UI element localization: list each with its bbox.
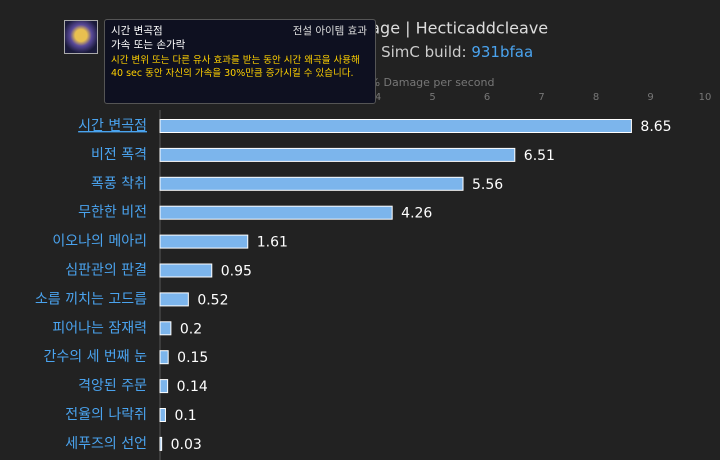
build-link[interactable]: 931bfaa xyxy=(471,43,533,61)
bar xyxy=(159,263,213,278)
bar xyxy=(159,408,166,422)
value-label: 0.2 xyxy=(180,321,202,337)
value-label: 0.03 xyxy=(171,437,202,453)
y-tick-label: 간수의 세 번째 눈 xyxy=(43,349,147,365)
y-tick-label: 무한한 비전 xyxy=(78,205,147,221)
value-label: 6.51 xyxy=(524,148,555,164)
bar xyxy=(159,379,169,394)
x-tick-label: 5 xyxy=(429,92,435,103)
y-tick-label: 전율의 나락쥐 xyxy=(65,407,147,423)
bar xyxy=(159,147,516,162)
y-tick-label: 소름 끼치는 고드름 xyxy=(35,291,147,307)
item-icon xyxy=(64,20,98,54)
x-tick-label: 7 xyxy=(538,92,544,103)
tooltip-name: 시간 변곡점 xyxy=(111,25,163,37)
value-label: 0.95 xyxy=(221,264,252,280)
x-tick-label: 9 xyxy=(647,92,653,103)
y-tick-label: 격앙된 주문 xyxy=(78,378,147,394)
bar xyxy=(159,176,464,191)
bar xyxy=(159,234,249,249)
bar xyxy=(159,205,393,220)
bar xyxy=(159,119,632,133)
x-axis-label: % Damage per second xyxy=(370,76,495,89)
bar xyxy=(159,436,163,451)
y-tick-label: 비전 폭격 xyxy=(91,147,147,163)
value-label: 0.14 xyxy=(177,379,208,395)
x-tick-label: 4 xyxy=(375,92,381,103)
tooltip-slot: 가속 또는 손가락 xyxy=(111,39,186,51)
value-label: 0.1 xyxy=(174,408,196,424)
y-tick-label: 시간 변곡점 xyxy=(78,118,147,134)
y-tick-label: 이오나의 메아리 xyxy=(52,234,147,250)
x-tick-label: 6 xyxy=(484,92,490,103)
value-label: 0.15 xyxy=(177,350,208,366)
y-tick-label: 심판관의 판결 xyxy=(65,263,147,279)
y-tick-label: 폭풍 착취 xyxy=(91,176,147,192)
bar xyxy=(159,292,189,307)
y-tick-label: 피어나는 잠재력 xyxy=(52,320,147,336)
x-tick-label: 8 xyxy=(593,92,599,103)
tooltip-description: 시간 변위 또는 다른 유사 효과를 받는 동안 시간 왜곡을 사용해 40 s… xyxy=(111,55,360,79)
tooltip: 시간 변곡점 전설 아이템 효과 가속 또는 손가락 시간 변위 또는 다른 유… xyxy=(104,19,376,104)
value-label: 4.26 xyxy=(401,206,432,222)
bar xyxy=(159,350,169,365)
value-label: 8.65 xyxy=(640,119,671,135)
value-label: 0.52 xyxy=(197,292,228,308)
y-tick-label: 세푸즈의 선언 xyxy=(65,436,147,452)
value-label: 5.56 xyxy=(472,177,503,193)
x-tick-label: 10 xyxy=(699,92,712,103)
tooltip-kind: 전설 아이템 효과 xyxy=(292,25,367,37)
value-label: 1.61 xyxy=(257,235,288,251)
bar xyxy=(159,321,172,336)
